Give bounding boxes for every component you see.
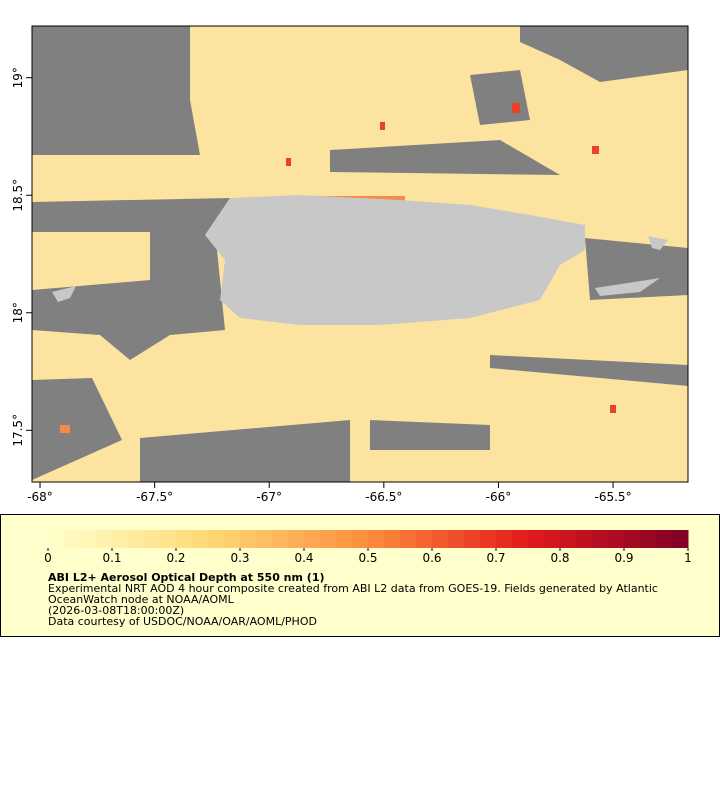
colorbar-segment (80, 530, 97, 548)
x-tick-label: -66° (486, 490, 512, 504)
colorbar-segment (160, 530, 177, 548)
colorbar-segment (592, 530, 609, 548)
no-data-regions (32, 26, 688, 482)
colorbar-segment (480, 530, 497, 548)
colorbar-tick-label: 0.2 (166, 551, 185, 565)
no-data (330, 140, 560, 175)
culebra-land (648, 236, 668, 250)
colorbar-tick-label: 0.4 (294, 551, 313, 565)
x-tick-label: -65.5° (595, 490, 632, 504)
x-tick-label: -66.5° (365, 490, 402, 504)
colorbar-segment (96, 530, 113, 548)
colorbar-segment (400, 530, 417, 548)
no-data (490, 355, 688, 386)
colorbar-tick-label: 0.9 (614, 551, 633, 565)
colorbar-segment (128, 530, 145, 548)
colorbar-segment (656, 530, 673, 548)
speckle (512, 103, 520, 113)
colorbar-segment (544, 530, 561, 548)
colorbar-segment (448, 530, 465, 548)
colorbar-segment (320, 530, 337, 548)
colorbar-segment (368, 530, 385, 548)
speckle (286, 158, 291, 166)
colorbar-segment (352, 530, 369, 548)
y-tick-label: 18.5° (11, 179, 25, 212)
no-data (470, 70, 530, 125)
no-data (32, 26, 200, 155)
legend-text: Data courtesy of USDOC/NOAA/OAR/AOML/PHO… (48, 615, 317, 628)
speckle (60, 425, 70, 433)
speckle (592, 146, 599, 154)
colorbar-tick-label: 0.5 (358, 551, 377, 565)
legend-title: ABI L2+ Aerosol Optical Depth at 550 nm … (48, 571, 325, 584)
colorbar-segment (416, 530, 433, 548)
colorbar-tick-label: 0 (44, 551, 52, 565)
y-tick-label: 19° (11, 67, 25, 88)
colorbar-segment (112, 530, 129, 548)
colorbar-segment (272, 530, 289, 548)
vieques-land (595, 278, 660, 296)
colorbar-segment (624, 530, 641, 548)
colorbar-segment (208, 530, 225, 548)
speckle (380, 122, 385, 130)
colorbar-segment (192, 530, 209, 548)
x-tick-label: -67.5° (136, 490, 173, 504)
speckle (610, 405, 616, 413)
colorbar-tick-label: 1 (684, 551, 692, 565)
colorbar-tick-label: 0.8 (550, 551, 569, 565)
no-data (32, 378, 122, 480)
legend-text: (2026-03-08T18:00:00Z) (48, 604, 184, 617)
y-tick-label: 17.5° (11, 414, 25, 447)
colorbar-segment (64, 530, 81, 548)
colorbar-segment (224, 530, 241, 548)
no-data (32, 198, 230, 360)
colorbar-tick-label: 0.6 (422, 551, 441, 565)
colorbar-tick-label: 0.7 (486, 551, 505, 565)
colorbar-segment (304, 530, 321, 548)
colorbar-segment (464, 530, 481, 548)
colorbar-segment (176, 530, 193, 548)
colorbar-segment (288, 530, 305, 548)
colorbar-segment (576, 530, 593, 548)
colorbar-segment (512, 530, 529, 548)
colorbar-segment (384, 530, 401, 548)
colorbar-segment (672, 530, 689, 548)
colorbar-segment (336, 530, 353, 548)
no-data (370, 420, 490, 450)
colorbar-tick-label: 0.1 (102, 551, 121, 565)
colorbar-segment (240, 530, 257, 548)
legend-text: OceanWatch node at NOAA/AOML (48, 593, 235, 606)
puerto-rico-land (205, 195, 585, 325)
map-area (31, 25, 689, 483)
colorbar-tick-label: 0.3 (230, 551, 249, 565)
colorbar-segment (528, 530, 545, 548)
colorbar-segment (48, 530, 65, 548)
y-tick-label: 18° (11, 302, 25, 323)
x-tick-label: -68° (27, 490, 53, 504)
colorbar-segment (144, 530, 161, 548)
no-data (585, 238, 688, 300)
colorbar-segment (432, 530, 449, 548)
no-data (140, 420, 350, 482)
map-frame (31, 25, 689, 483)
colorbar-segment (256, 530, 273, 548)
no-data (520, 26, 688, 82)
colorbar-segment (608, 530, 625, 548)
mona-land (52, 286, 76, 302)
legend-text: Experimental NRT AOD 4 hour composite cr… (48, 582, 658, 595)
colorbar-segment (640, 530, 657, 548)
x-tick-label: -67° (256, 490, 282, 504)
colorbar-segment (560, 530, 577, 548)
colorbar-segment (496, 530, 513, 548)
